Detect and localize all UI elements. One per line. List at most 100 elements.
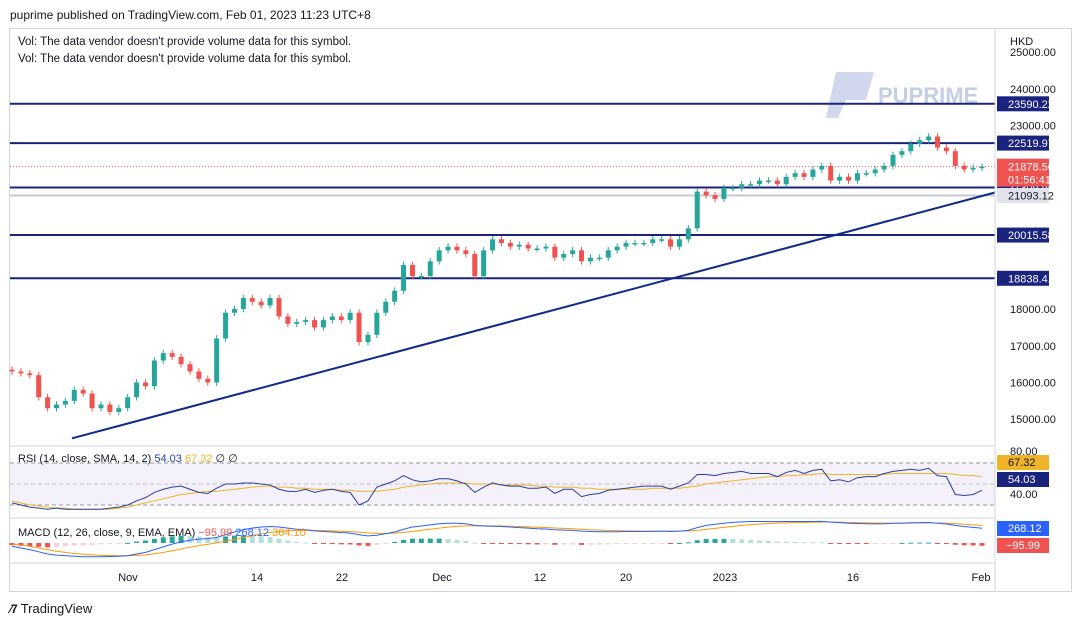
- macd-hist-bar: [525, 543, 531, 545]
- candle-body: [276, 298, 282, 317]
- macd-legend-hist: −95.99: [198, 527, 233, 539]
- candle-body: [516, 244, 522, 247]
- macd-hist-bar: [605, 543, 611, 545]
- macd-hist-bar: [837, 543, 843, 544]
- level-tag-bg: [997, 135, 1049, 151]
- candle-body: [676, 239, 682, 247]
- candle-body: [748, 184, 754, 186]
- macd-hist-bar: [214, 537, 220, 543]
- candle-body: [605, 250, 611, 258]
- macd-hist-bar: [134, 541, 140, 543]
- candle-body: [819, 165, 825, 170]
- countdown-tag: 01:56:41: [1008, 175, 1051, 187]
- candle-body: [329, 316, 335, 321]
- macd-hist-bar: [151, 538, 157, 543]
- macd-hist-bar: [71, 543, 77, 546]
- footer-brand[interactable]: ⁄7 TradingView: [10, 601, 92, 616]
- candle-body: [854, 173, 860, 181]
- level-tag-bg: [997, 227, 1049, 243]
- candle-body: [320, 320, 326, 328]
- macd-hist-bar: [908, 542, 914, 544]
- horizontal-levels: [10, 102, 995, 280]
- candle-body: [507, 242, 513, 247]
- rsi-label: RSI (14, close, SMA, 14, 2): [18, 453, 152, 465]
- macd-label: MACD (12, 26, close, 9, EMA, EMA): [18, 527, 196, 539]
- macd-hist-bar: [401, 539, 407, 543]
- candle-body: [961, 165, 967, 170]
- candle-body: [685, 228, 691, 240]
- macd-hist-bar: [89, 543, 95, 545]
- candle-body: [53, 404, 59, 409]
- x-tick-label: Nov: [118, 572, 138, 584]
- macd-hist-bar: [970, 543, 976, 546]
- macd-hist-bar: [187, 536, 193, 543]
- rsi-legend: RSI (14, close, SMA, 14, 2) 54.03 67.32 …: [18, 452, 238, 465]
- x-tick-label: Feb: [972, 572, 991, 584]
- chart-frame: [9, 28, 1072, 592]
- macd-hist-bar: [543, 543, 549, 545]
- candle-body: [587, 257, 593, 262]
- candle-body: [890, 154, 896, 166]
- candle-body: [89, 393, 95, 409]
- macd-hist-bar: [881, 543, 887, 544]
- macd-hist-bar: [498, 543, 504, 544]
- macd-hist-bar: [579, 543, 585, 545]
- macd-hist-bar: [935, 543, 941, 544]
- y-tick-label: 24000.00: [1010, 84, 1056, 96]
- macd-legend: MACD (12, 26, close, 9, EMA, EMA) −95.99…: [18, 527, 306, 539]
- macd-hist-bar: [142, 540, 148, 543]
- macd-hist-bar: [18, 543, 24, 546]
- candle-body: [231, 309, 237, 313]
- candle-body: [125, 397, 131, 409]
- macd-hist-bar: [846, 543, 852, 544]
- candle-body: [739, 184, 745, 188]
- macd-hist-bar: [223, 536, 229, 543]
- candle-body: [383, 301, 389, 313]
- y-tick-label: 23000.00: [1010, 120, 1056, 132]
- candle-body: [142, 382, 148, 387]
- rsi-ma-line: [11, 472, 983, 510]
- macd-hist-bar: [303, 542, 309, 544]
- candle-body: [552, 246, 558, 258]
- candle-body: [534, 248, 540, 250]
- x-tick-label: 20: [620, 572, 632, 584]
- candle-body: [18, 371, 24, 374]
- candle-body: [863, 173, 869, 175]
- candle-body: [285, 316, 291, 324]
- macd-hist-bar: [596, 543, 602, 545]
- macd-hist-bar: [392, 541, 398, 543]
- x-tick-label: Dec: [432, 572, 452, 584]
- candle-body: [792, 173, 798, 177]
- vol-legend-1: Vol: The data vendor doesn't provide vol…: [18, 36, 352, 48]
- macd-hist-bar: [587, 543, 593, 545]
- candle-body: [641, 242, 647, 245]
- candle-body: [712, 195, 718, 199]
- macd-hist-bar: [45, 543, 51, 548]
- macd-hist-bar: [730, 539, 736, 543]
- candle-body: [134, 382, 140, 398]
- candle-body: [570, 250, 576, 254]
- macd-hist-bar: [632, 543, 638, 544]
- candle-body: [409, 265, 415, 277]
- candle-body: [943, 147, 949, 152]
- candle-body: [650, 239, 656, 243]
- candle-body: [240, 298, 246, 310]
- candle-body: [935, 136, 941, 148]
- y-tick-label: 17000.00: [1010, 341, 1056, 353]
- macd-hist-bar: [899, 542, 905, 544]
- candle-body: [926, 136, 932, 141]
- macd-hist-bar: [650, 543, 656, 544]
- candle-body: [623, 242, 629, 247]
- x-tick-label: 22: [336, 572, 348, 584]
- macd-hist-bar: [623, 543, 629, 544]
- x-tick-label: 12: [534, 572, 546, 584]
- candle-body: [757, 180, 763, 185]
- x-axis-labels: Nov 14 22 Dec 12 20 2023 16 Feb: [118, 572, 990, 584]
- y-tick-label: 25000.00: [1010, 47, 1056, 59]
- macd-hist-bar: [792, 541, 798, 543]
- currency-label: HKD: [1010, 36, 1033, 48]
- rsi-legend-empty: ∅ ∅: [215, 453, 238, 465]
- x-tick-label: 16: [847, 572, 859, 584]
- puprime-logo-icon: [826, 72, 874, 118]
